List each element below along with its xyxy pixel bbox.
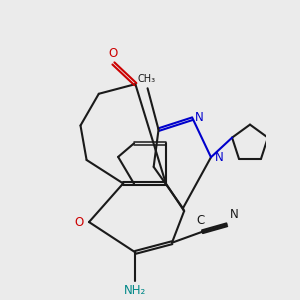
Text: N: N bbox=[195, 111, 204, 124]
Text: O: O bbox=[75, 215, 84, 229]
Text: N: N bbox=[214, 151, 223, 164]
Text: N: N bbox=[230, 208, 239, 221]
Text: CH₃: CH₃ bbox=[137, 74, 155, 84]
Text: C: C bbox=[197, 214, 205, 227]
Text: O: O bbox=[109, 47, 118, 60]
Text: NH₂: NH₂ bbox=[124, 284, 146, 297]
